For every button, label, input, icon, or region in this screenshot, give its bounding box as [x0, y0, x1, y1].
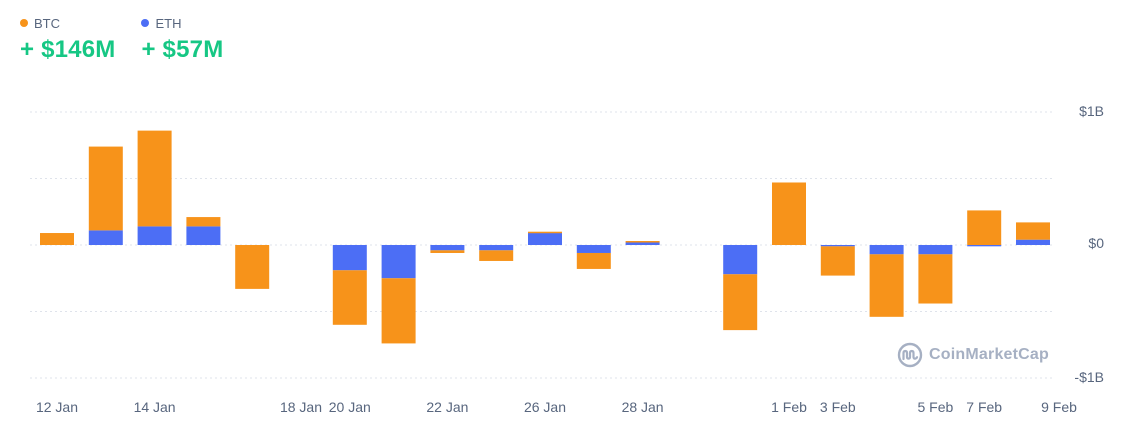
chart-legend: BTC + $146M ETH + $57M	[20, 14, 223, 64]
legend-key-btc: BTC	[20, 14, 115, 32]
watermark-text: CoinMarketCap	[929, 346, 1049, 363]
bar-btc-26-jan	[528, 231, 562, 234]
x-tick-label: 14 Jan	[134, 399, 176, 415]
eth-dot-icon	[141, 19, 150, 27]
y-tick-label: -$1B	[1074, 369, 1104, 385]
eth-net-flow: + $57M	[141, 36, 224, 63]
legend-item-btc[interactable]: BTC + $146M	[20, 14, 115, 64]
bar-eth-7-feb	[1016, 239, 1050, 245]
bar-eth-26-jan	[528, 233, 562, 245]
bar-eth-28-jan	[625, 242, 660, 245]
btc-dot-icon	[20, 19, 28, 27]
x-tick-label: 1 Feb	[771, 399, 807, 415]
bar-eth-20-jan	[332, 245, 367, 271]
bar-btc-5-feb	[918, 254, 953, 304]
bar-eth-22-jan	[430, 245, 465, 251]
watermark: CoinMarketCap	[897, 342, 1049, 368]
x-tick-label: 28 Jan	[622, 399, 664, 415]
bar-eth-13-jan	[88, 230, 123, 245]
legend-label-eth: ETH	[155, 15, 182, 31]
x-tick-label: 5 Feb	[917, 399, 953, 415]
bar-eth-27-jan	[576, 245, 611, 253]
bar-btc-1-feb	[772, 182, 806, 245]
bar-btc-23-jan	[479, 250, 514, 261]
x-tick-label: 9 Feb	[1041, 399, 1077, 415]
bar-btc-21-jan	[381, 278, 416, 344]
bar-eth-31-jan	[723, 245, 758, 275]
bar-eth-14-jan	[137, 226, 172, 245]
x-tick-label: 18 Jan	[280, 399, 322, 415]
x-tick-label: 3 Feb	[820, 399, 856, 415]
legend-item-eth[interactable]: ETH + $57M	[141, 14, 223, 64]
bar-eth-6-feb	[967, 245, 1002, 247]
bar-btc-7-feb	[1016, 222, 1050, 240]
x-tick-label: 20 Jan	[329, 399, 371, 415]
bar-btc-14-jan	[137, 130, 172, 227]
bar-btc-13-jan	[88, 146, 123, 231]
bar-btc-15-jan	[186, 217, 221, 227]
bar-btc-6-feb	[967, 210, 1002, 245]
x-tick-label: 26 Jan	[524, 399, 566, 415]
btc-net-flow: + $146M	[20, 36, 116, 63]
bar-eth-3-feb	[820, 245, 855, 247]
bar-eth-21-jan	[381, 245, 416, 279]
legend-key-eth: ETH	[141, 14, 223, 32]
legend-label-btc: BTC	[34, 15, 60, 31]
bar-btc-12-jan	[40, 233, 74, 245]
y-tick-label: $0	[1088, 235, 1104, 251]
bar-btc-31-jan	[723, 274, 758, 331]
bar-btc-22-jan	[430, 250, 465, 253]
x-tick-label: 22 Jan	[426, 399, 468, 415]
bar-eth-15-jan	[186, 226, 221, 245]
coinmarketcap-logo-icon	[897, 342, 923, 368]
y-tick-label: $1B	[1079, 103, 1104, 119]
x-tick-label: 7 Feb	[966, 399, 1002, 415]
bar-btc-28-jan	[625, 241, 660, 243]
bar-eth-5-feb	[918, 245, 953, 255]
bar-btc-4-feb	[869, 254, 904, 317]
bar-btc-20-jan	[332, 270, 367, 325]
bar-eth-23-jan	[479, 245, 514, 251]
bar-btc-3-feb	[820, 246, 855, 276]
bar-btc-27-jan	[576, 252, 611, 269]
x-tick-label: 12 Jan	[36, 399, 78, 415]
bar-eth-4-feb	[869, 245, 904, 255]
bar-btc-16-jan	[235, 245, 270, 289]
